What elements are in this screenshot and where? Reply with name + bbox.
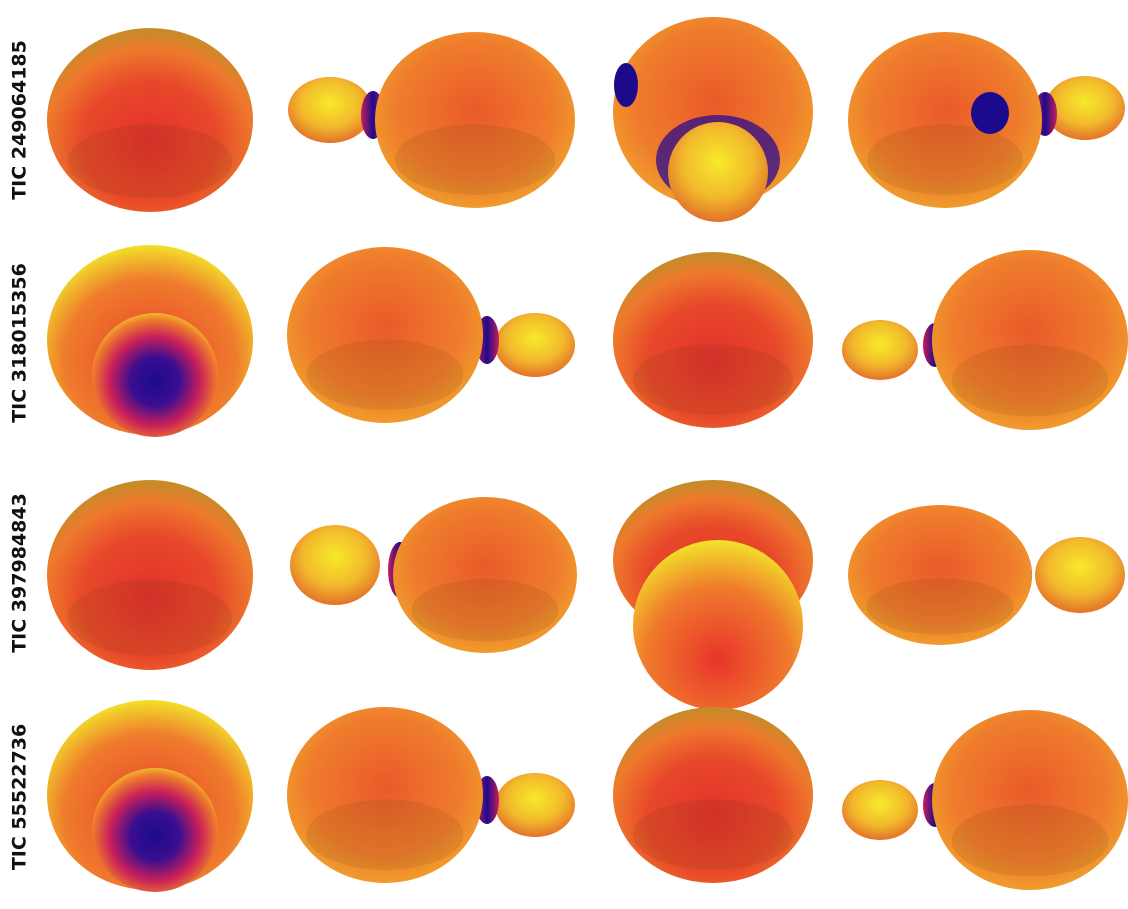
shadow [866,579,1013,635]
shadow [952,805,1109,877]
page-body: {"rows": [{"label": "TIC 249064185"}, {"… [0,0,1128,909]
figure: TIC 249064185 TIC 318015356 TIC 39798484… [0,0,1128,909]
secondary-lobe [290,525,380,605]
shadow [68,580,233,656]
row-label: TIC 397984843 [9,493,31,653]
shadow [411,579,558,641]
secondary-star [668,122,768,222]
secondary-lobe [1035,537,1125,613]
shadow [633,799,793,869]
shadow [395,124,555,194]
shadow [633,344,793,414]
secondary-lobe [842,320,918,380]
page: Contact binary models html, body { margi… [0,0,1128,909]
secondary-lobe [842,780,918,840]
shadow [867,124,1022,194]
shadow [68,125,233,199]
shadow [952,345,1109,417]
row-label: TIC 55522736 [9,724,31,870]
spot [614,63,638,107]
row-label: TIC 318015356 [9,263,31,423]
eclipsed-star [92,313,218,437]
secondary-star [633,540,803,710]
secondary-lobe [1045,76,1125,140]
secondary-lobe [495,313,575,377]
secondary-lobe [288,77,372,143]
eclipsed-star [92,768,218,892]
row-label: TIC 249064185 [9,40,31,200]
shadow [307,799,464,869]
spot [971,92,1009,134]
shadow [307,339,464,409]
secondary-lobe [495,773,575,837]
